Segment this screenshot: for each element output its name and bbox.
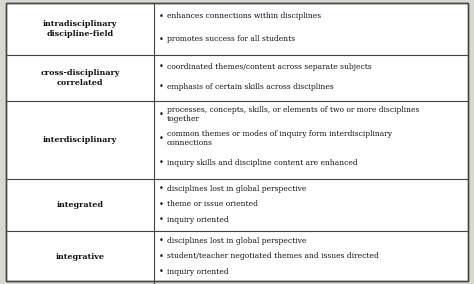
Text: •: • — [159, 62, 164, 71]
Text: •: • — [159, 110, 164, 119]
Text: •: • — [159, 82, 164, 91]
Text: coordinated themes/content across separate subjects: coordinated themes/content across separa… — [167, 63, 372, 71]
Text: intradisciplinary
discipline-field: intradisciplinary discipline-field — [43, 20, 117, 38]
Text: •: • — [159, 184, 164, 193]
Text: •: • — [159, 237, 164, 245]
Text: •: • — [159, 215, 164, 224]
Text: disciplines lost in global perspective: disciplines lost in global perspective — [167, 237, 306, 245]
Text: student/teacher negotiated themes and issues directed: student/teacher negotiated themes and is… — [167, 252, 379, 260]
Text: •: • — [159, 200, 164, 209]
Text: promotes success for all students: promotes success for all students — [167, 35, 295, 43]
Text: •: • — [159, 252, 164, 261]
Text: theme or issue oriented: theme or issue oriented — [167, 200, 258, 208]
Text: •: • — [159, 12, 164, 21]
Text: integrated: integrated — [56, 201, 103, 209]
Text: inquiry oriented: inquiry oriented — [167, 216, 229, 224]
Text: •: • — [159, 158, 164, 167]
Text: disciplines lost in global perspective: disciplines lost in global perspective — [167, 185, 306, 193]
Text: •: • — [159, 134, 164, 143]
Text: interdisciplinary: interdisciplinary — [43, 136, 117, 144]
Text: enhances connections within disciplines: enhances connections within disciplines — [167, 12, 321, 20]
Text: emphasis of certain skills across disciplines: emphasis of certain skills across discip… — [167, 83, 334, 91]
Text: integrative: integrative — [55, 253, 104, 261]
Text: inquiry skills and discipline content are enhanced: inquiry skills and discipline content ar… — [167, 158, 358, 167]
Text: inquiry oriented: inquiry oriented — [167, 268, 229, 275]
Text: processes, concepts, skills, or elements of two or more disciplines
together: processes, concepts, skills, or elements… — [167, 106, 419, 123]
Text: common themes or modes of inquiry form interdisciplinary
connections: common themes or modes of inquiry form i… — [167, 130, 392, 147]
Text: cross-disciplinary
correlated: cross-disciplinary correlated — [40, 69, 120, 87]
Text: •: • — [159, 267, 164, 276]
Text: •: • — [159, 35, 164, 44]
